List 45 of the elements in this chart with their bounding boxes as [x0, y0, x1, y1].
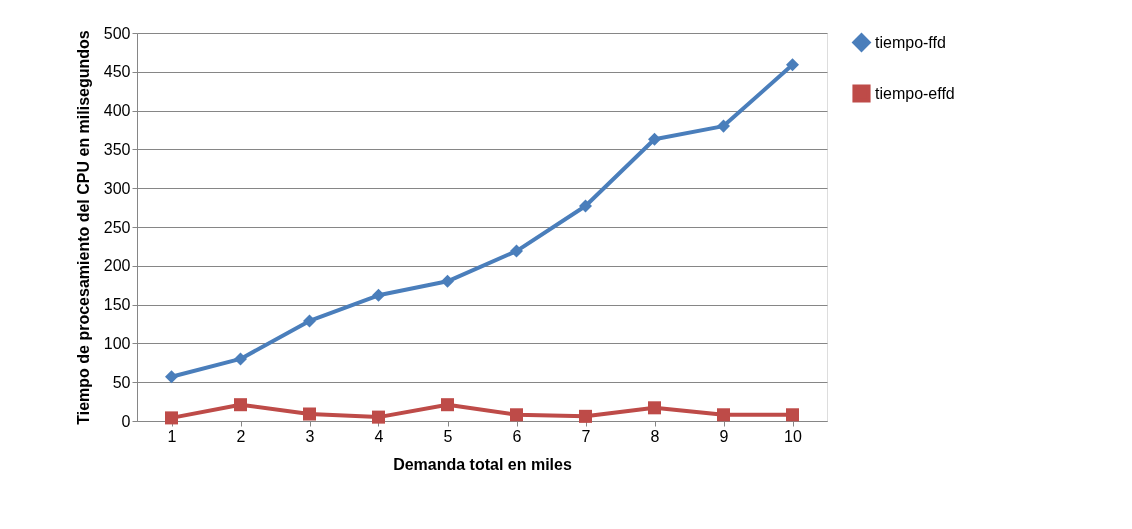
y-tick-label: 500 [103, 24, 131, 42]
point [371, 288, 386, 302]
point [716, 119, 731, 133]
point [578, 409, 593, 423]
point [647, 401, 662, 415]
x-tick-label: 3 [305, 427, 315, 445]
x-tick-label: 4 [374, 427, 384, 445]
point [647, 132, 662, 146]
point [716, 408, 731, 422]
x-tick-label: 7 [581, 427, 591, 445]
point [440, 274, 455, 288]
point [440, 398, 455, 412]
point [233, 352, 248, 366]
point [509, 408, 524, 422]
point [578, 199, 593, 213]
y-tick-label: 200 [103, 257, 131, 275]
y-tick-label: 350 [103, 140, 131, 158]
x-axis-title: Demanda total en miles [393, 455, 572, 473]
x-tick-label: 6 [512, 427, 522, 445]
point [164, 370, 179, 384]
legend-label: tiempo-ffd [875, 33, 946, 51]
point [785, 58, 800, 72]
x-tick-label: 5 [443, 427, 453, 445]
y-tick-label: 300 [103, 179, 131, 197]
y-tick-label: 100 [103, 334, 131, 352]
point [164, 411, 179, 425]
y-tick-label: 400 [103, 102, 131, 120]
x-tick-label: 8 [650, 427, 660, 445]
point [302, 314, 317, 328]
point [785, 408, 800, 422]
point [509, 244, 524, 258]
legend-label: tiempo-effd [875, 84, 955, 102]
point [371, 410, 386, 424]
y-tick-label: 250 [103, 218, 131, 236]
point [233, 398, 248, 412]
y-tick-label: 450 [103, 63, 131, 81]
y-axis-title: Tiempo de procesamiento del CPU en milisegundos [74, 30, 92, 425]
x-tick-label: 9 [719, 427, 729, 445]
y-tick-label: 50 [112, 373, 131, 391]
point [302, 407, 317, 421]
x-tick-label: 10 [784, 427, 802, 445]
x-tick-label: 1 [167, 427, 177, 445]
y-tick-label: 150 [103, 296, 131, 314]
y-tick-label: 0 [121, 412, 131, 430]
x-tick-label: 2 [236, 427, 246, 445]
